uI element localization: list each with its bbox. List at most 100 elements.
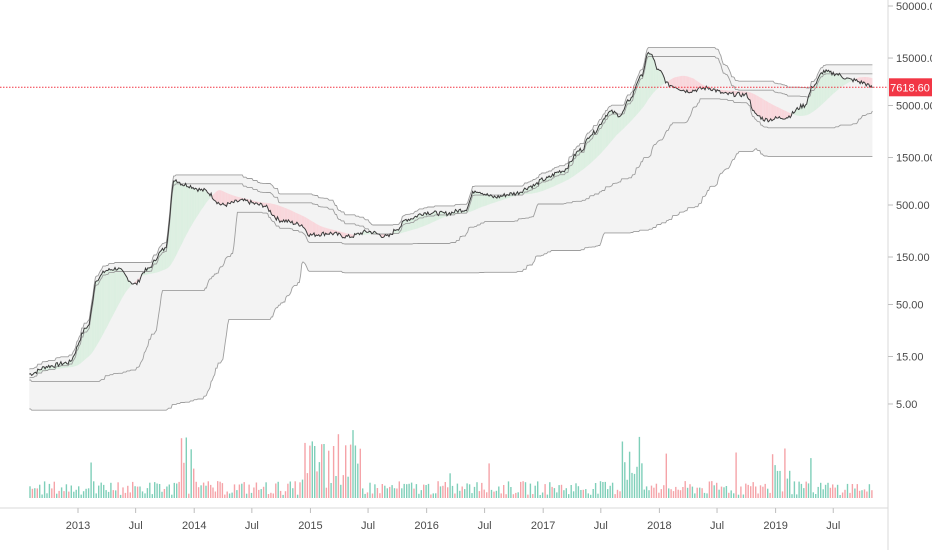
volume-bar [110,482,112,498]
trend-fill-up [104,271,106,333]
volume-bar [580,490,582,498]
volume-bar [275,483,277,498]
volume-bar [735,452,737,498]
volume-bar [401,488,403,498]
volume-bar [817,486,819,498]
volume-bar [490,489,493,498]
volume-bar [798,481,800,498]
volume-bar [437,481,439,498]
trend-fill-down [671,78,673,87]
volume-bar [599,481,602,498]
x-tick-label: Jul [245,520,259,532]
volume-bar [245,493,248,498]
trend-fill-down [289,209,291,223]
trend-fill-up [622,109,625,130]
trend-fill-up [613,111,615,140]
volume-bar [527,494,529,498]
volume-bar [832,484,834,498]
volume-bar [800,483,803,498]
trend-fill-down [227,193,229,204]
trend-fill-down [264,202,266,207]
trend-fill-down [224,191,226,206]
trend-fill-up [641,74,643,110]
volume-bar [31,488,34,498]
current-price-badge [889,78,932,97]
volume-bar [309,445,311,498]
trend-fill-up [107,268,109,326]
trend-fill-up [73,355,75,367]
trend-fill-down [761,97,763,120]
trend-fill-up [51,365,53,370]
trend-fill-down [252,200,254,203]
volume-bar [420,490,422,498]
volume-bar [701,488,703,498]
trend-fill-down [270,203,272,215]
volume-bar [371,493,374,498]
volume-bar [384,485,386,498]
volume-bar [34,488,36,498]
volume-bar [500,493,502,498]
volume-bar [205,485,207,498]
trend-fill-up [611,110,614,141]
trend-fill-up [407,219,409,232]
volume-bar [217,481,219,498]
trend-fill-up [396,229,398,234]
trend-fill-up [481,193,483,208]
trend-fill-down [319,225,321,237]
trend-fill-down [282,206,284,222]
volume-bar [829,487,832,498]
volume-bar [144,493,146,498]
volume-bar [812,492,814,498]
trend-fill-up [812,86,814,112]
trend-fill-down [867,77,869,84]
trend-fill-up [829,71,831,98]
volume-bar [619,491,621,498]
volume-bar [200,485,202,498]
volume-bar [841,492,844,498]
trend-fill-down [758,96,760,116]
trend-fill-up [524,188,526,195]
volume-bar [311,441,313,498]
trend-fill-up [418,213,420,229]
trend-fill-down [228,193,231,204]
volume-bar [774,465,776,498]
x-tick-label: 2017 [531,520,555,532]
trend-fill-up [100,274,102,339]
trend-fill-up [818,74,820,108]
volume-bar [747,484,749,498]
trend-fill-down [672,77,674,88]
trend-fill-up [183,185,185,242]
trend-fill-up [820,72,822,107]
trend-fill-down [780,108,782,119]
trend-fill-up [798,108,800,116]
trend-fill-up [656,69,659,90]
trend-fill-up [581,150,583,171]
trend-fill-up [805,104,807,116]
y-tick-label: 15.00 [896,352,924,364]
trend-fill-down [770,103,772,121]
trend-fill-up [476,192,478,210]
trend-fill-down [272,203,274,216]
trend-fill-up [195,188,197,219]
trend-fill-up [652,54,654,95]
trend-fill-up [546,177,548,190]
trend-fill-up [821,72,823,106]
volume-bar [851,484,854,498]
volume-bar [789,470,791,498]
trend-fill-up [554,172,557,186]
trend-fill-up [174,179,176,258]
trend-fill-down [271,203,273,216]
volume-bar [279,490,282,498]
trend-fill-up [588,136,590,165]
trend-fill-up [605,115,607,148]
trend-fill-up [473,191,475,211]
trend-fill-up [809,91,811,115]
trend-fill-down [684,75,686,93]
volume-bar [679,490,682,498]
trend-fill-up [118,268,120,305]
trend-fill-up [397,229,399,234]
trend-fill-up [594,132,597,160]
volume-bar [449,473,451,498]
trend-fill-up [93,289,95,352]
trend-fill-up [580,148,582,172]
